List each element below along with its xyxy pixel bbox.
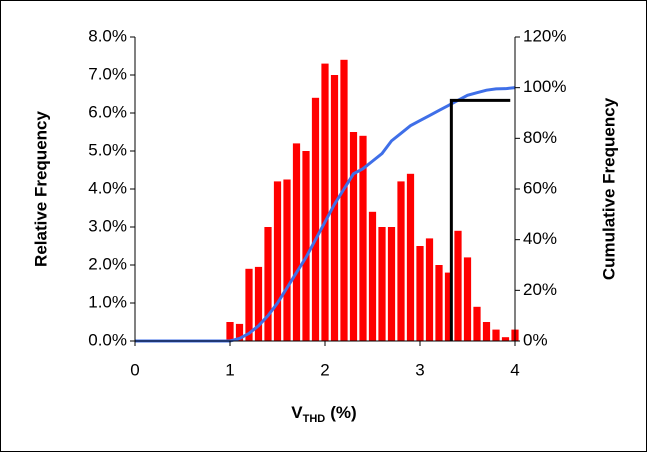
bar xyxy=(245,268,253,341)
y2-tick-label: 20% xyxy=(523,280,557,299)
line xyxy=(449,98,511,341)
bar xyxy=(311,97,320,341)
y2-tick-label: 100% xyxy=(523,77,566,96)
bar xyxy=(340,59,348,342)
x-label-main: V xyxy=(291,403,303,422)
bar xyxy=(406,173,415,341)
bar xyxy=(425,238,434,341)
bar xyxy=(492,329,500,341)
x-tick-label: 2 xyxy=(320,360,329,379)
y-tick-label: 6.0% xyxy=(88,102,127,121)
bar xyxy=(283,179,291,341)
y-tick-label: 0.0% xyxy=(88,330,127,349)
x-tick-label: 4 xyxy=(510,360,519,379)
bar xyxy=(444,272,453,341)
bar xyxy=(454,230,462,341)
bar xyxy=(378,227,386,341)
bar xyxy=(387,227,396,341)
bar xyxy=(321,63,329,341)
x-label-suffix: (%) xyxy=(330,403,356,422)
bar xyxy=(349,132,358,341)
bar xyxy=(359,135,367,341)
y-tick-label: 4.0% xyxy=(88,178,127,197)
line xyxy=(135,86,516,343)
x-tick-label: 1 xyxy=(225,360,234,379)
y-tick-label: 7.0% xyxy=(88,64,127,83)
x-tick-label: 0 xyxy=(130,360,139,379)
y-tick-label: 1.0% xyxy=(88,292,127,311)
x-axis-label: VTHD (%) xyxy=(291,403,356,424)
bar xyxy=(235,323,244,341)
y2-tick-label: 40% xyxy=(523,229,557,248)
y-tick-label: 8.0% xyxy=(88,26,127,45)
bar xyxy=(482,322,491,341)
bar xyxy=(463,257,472,341)
bar xyxy=(435,265,443,341)
bar xyxy=(473,306,481,341)
bar xyxy=(416,246,424,341)
bar xyxy=(397,181,405,341)
bar xyxy=(501,337,510,341)
bar xyxy=(330,75,339,341)
y-tick-label: 2.0% xyxy=(88,254,127,273)
y-tick-label: 5.0% xyxy=(88,140,127,159)
y-tick-label: 3.0% xyxy=(88,216,127,235)
y-axis-label: Relative Frequency xyxy=(31,111,50,267)
y2-tick-label: 60% xyxy=(523,178,557,197)
y2-tick-label: 0% xyxy=(523,330,548,349)
bar xyxy=(302,151,310,341)
bar xyxy=(368,211,377,341)
x-tick-label: 3 xyxy=(415,360,424,379)
bar xyxy=(254,266,263,341)
bar xyxy=(226,322,234,341)
y2-axis-label: Cumulative Frequency xyxy=(599,97,618,280)
bar xyxy=(264,227,272,341)
x-label-subscript: THD xyxy=(303,413,326,425)
y2-tick-label: 80% xyxy=(523,128,557,147)
bar xyxy=(273,181,282,341)
bar xyxy=(292,143,301,341)
y2-tick-label: 120% xyxy=(523,26,566,45)
